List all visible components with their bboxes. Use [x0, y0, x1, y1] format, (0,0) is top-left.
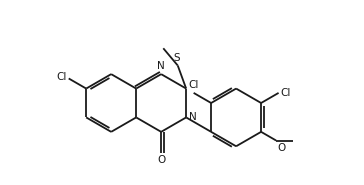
Text: O: O	[158, 155, 166, 165]
Text: N: N	[189, 112, 197, 122]
Text: Cl: Cl	[56, 72, 67, 83]
Text: Cl: Cl	[281, 88, 291, 98]
Text: O: O	[277, 143, 285, 153]
Text: S: S	[173, 53, 180, 63]
Text: Cl: Cl	[189, 80, 199, 90]
Text: N: N	[157, 61, 165, 71]
